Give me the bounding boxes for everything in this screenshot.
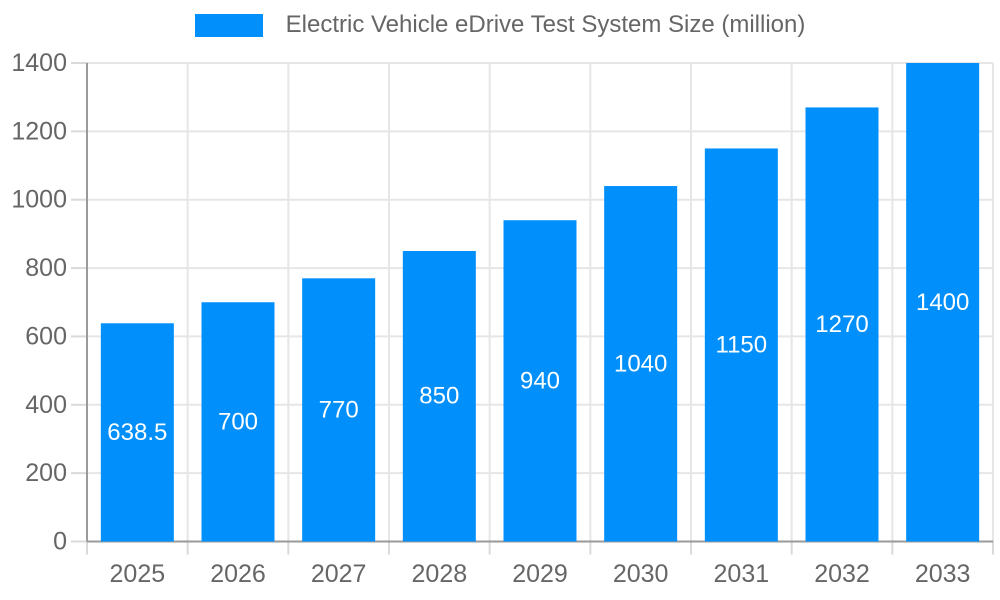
bar-2025[interactable]: [100, 323, 174, 542]
x-category-label: 2029: [512, 560, 568, 588]
x-category-label: 2033: [915, 560, 971, 588]
y-tick-label: 400: [25, 391, 67, 419]
bar-2026[interactable]: [201, 302, 275, 542]
y-tick-label: 1000: [11, 186, 67, 214]
bar-value-label: 1150: [716, 331, 768, 358]
legend-swatch-icon: [194, 13, 263, 37]
bar-2033[interactable]: [906, 63, 980, 542]
bar-value-label: 1400: [916, 289, 969, 316]
bar-2030[interactable]: [604, 186, 678, 542]
x-category-label: 2025: [110, 560, 166, 588]
bar-value-label: 1270: [815, 311, 868, 338]
x-category-label: 2026: [210, 560, 266, 588]
bar-value-label: 940: [520, 367, 560, 394]
bar-value-label: 850: [419, 383, 459, 410]
y-tick-label: 600: [25, 322, 67, 350]
x-category-label: 2030: [613, 560, 669, 588]
bar-2027[interactable]: [302, 278, 376, 542]
legend-label: Electric Vehicle eDrive Test System Size…: [285, 11, 806, 38]
bar-value-label: 638.5: [107, 419, 167, 446]
y-tick-label: 200: [25, 459, 67, 487]
x-category-label: 2032: [814, 560, 870, 588]
x-category-label: 2027: [311, 560, 367, 588]
bar-2032[interactable]: [805, 107, 879, 542]
bar-2029[interactable]: [503, 220, 577, 542]
bar-value-label: 770: [319, 396, 359, 423]
y-tick-label: 0: [53, 528, 67, 556]
y-tick-label: 1400: [11, 49, 67, 77]
bar-value-label: 1040: [614, 350, 667, 377]
legend-item[interactable]: Electric Vehicle eDrive Test System Size…: [0, 13, 1000, 37]
y-tick-label: 800: [25, 254, 67, 282]
y-tick-label: 1200: [11, 117, 67, 145]
x-category-label: 2028: [412, 560, 468, 588]
x-category-label: 2031: [714, 560, 770, 588]
bar-value-label: 700: [218, 408, 258, 435]
bar-2031[interactable]: [704, 148, 778, 542]
bar-2028[interactable]: [402, 250, 476, 542]
